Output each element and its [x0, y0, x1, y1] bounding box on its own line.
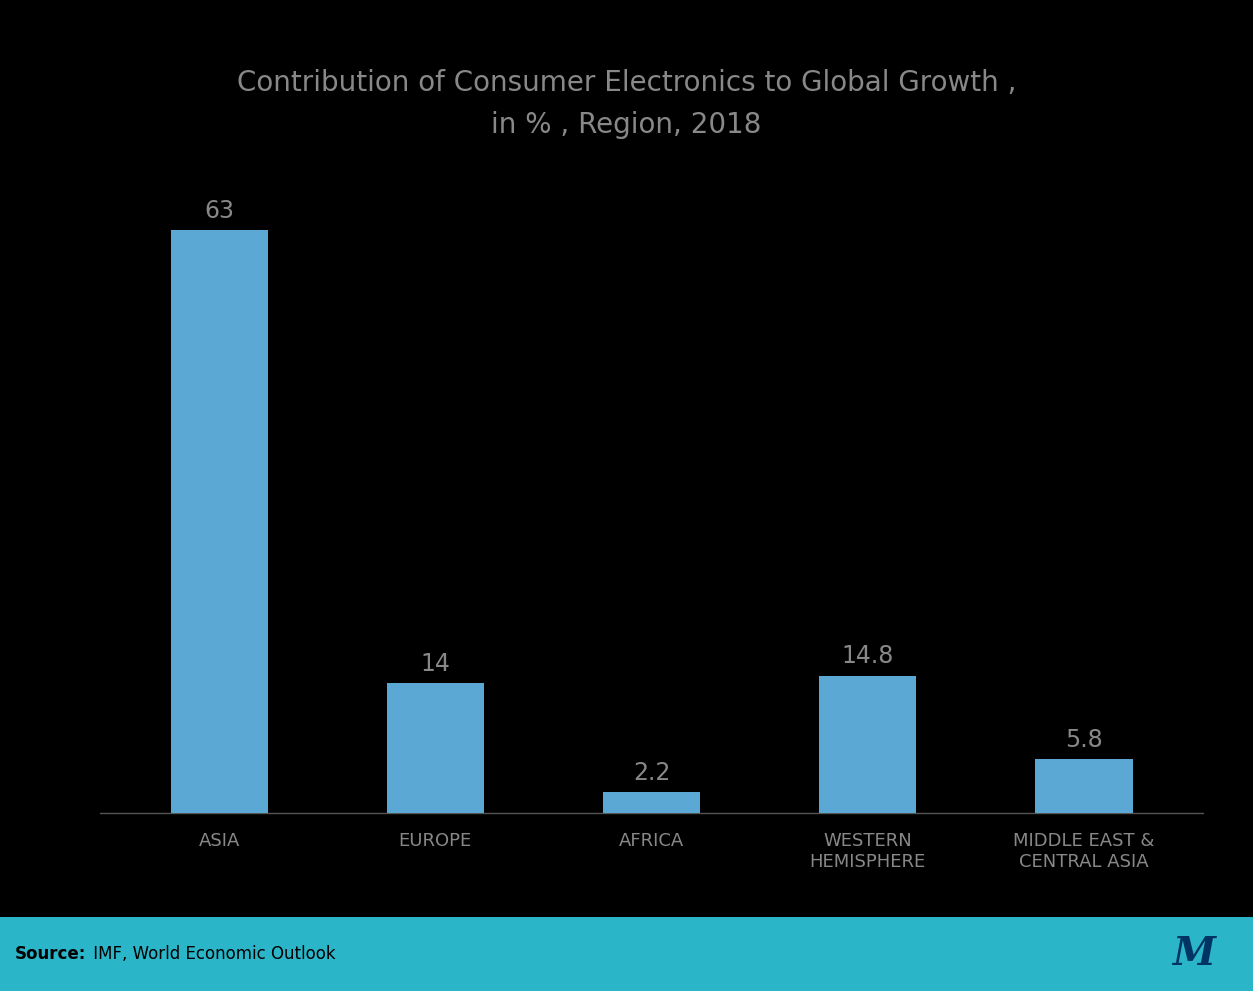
Text: 2.2: 2.2: [633, 761, 670, 785]
Bar: [170, 230, 268, 813]
Bar: [1035, 759, 1133, 813]
Text: 5.8: 5.8: [1065, 727, 1103, 751]
Text: M: M: [1173, 935, 1215, 973]
Text: 14: 14: [421, 652, 450, 676]
Text: Source:: Source:: [15, 944, 86, 963]
Bar: [819, 676, 916, 813]
Text: 14.8: 14.8: [842, 644, 893, 668]
Text: 63: 63: [204, 198, 234, 223]
Bar: [387, 683, 484, 813]
Text: Contribution of Consumer Electronics to Global Growth ,
in % , Region, 2018: Contribution of Consumer Electronics to …: [237, 69, 1016, 139]
Text: IMF, World Economic Outlook: IMF, World Economic Outlook: [88, 944, 336, 963]
Bar: [603, 792, 700, 813]
